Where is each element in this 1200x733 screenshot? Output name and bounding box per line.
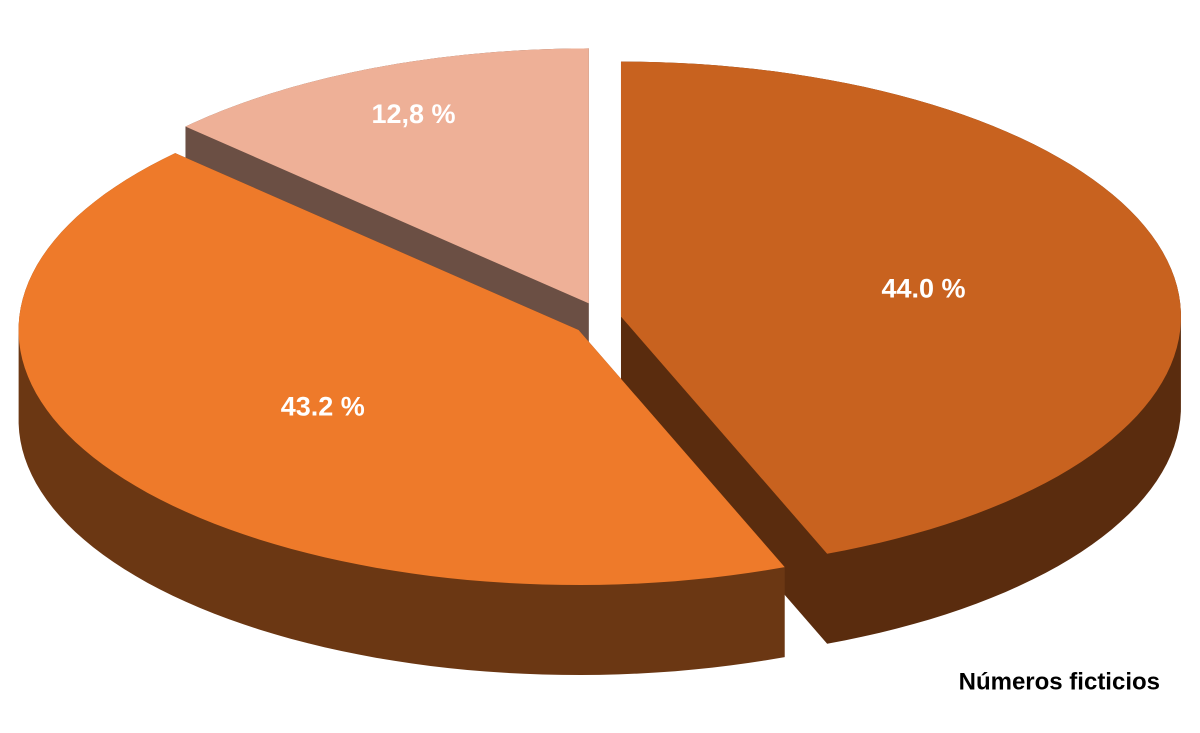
data-label: 43.2 % xyxy=(281,391,365,421)
data-label: 12,8 % xyxy=(371,99,455,129)
slice xyxy=(185,48,589,304)
pie: 12,8 % 44.0 % 43.2 % xyxy=(18,48,1181,676)
slice xyxy=(18,153,785,586)
annotation: Números ficticios xyxy=(959,668,1160,695)
slice xyxy=(620,61,1181,554)
data-label: 44.0 % xyxy=(881,273,965,303)
